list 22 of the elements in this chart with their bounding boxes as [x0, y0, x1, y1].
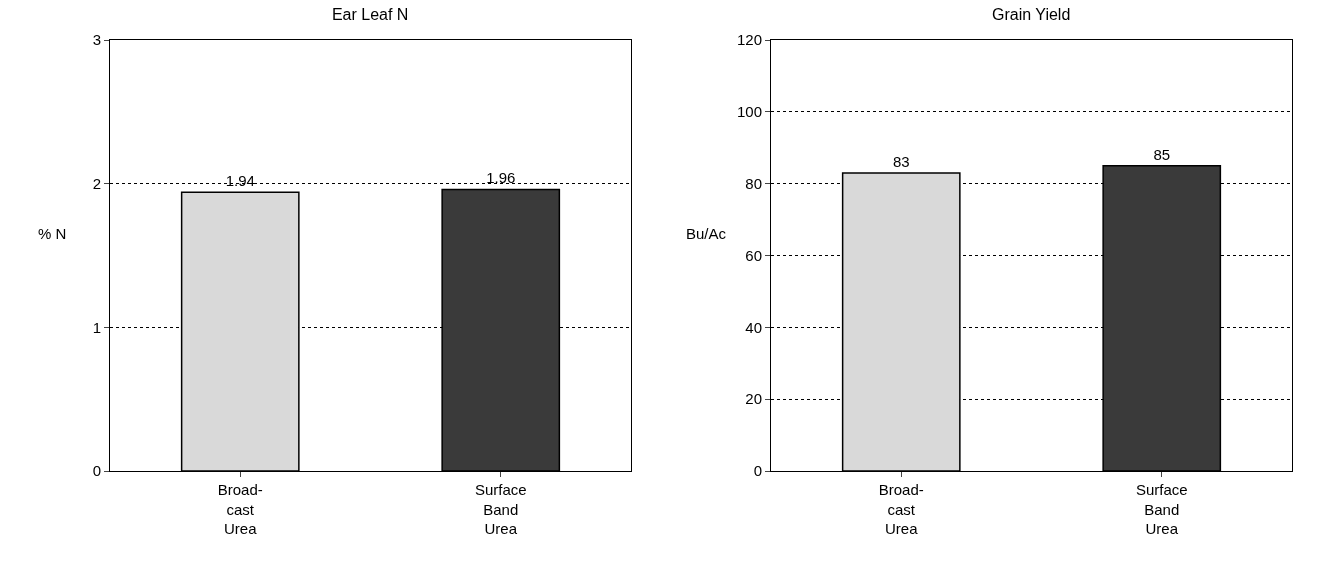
y-tick-label: 2	[92, 174, 101, 192]
x-tick-label: Broad- cast Urea	[878, 481, 924, 537]
y-tick-label: 40	[745, 318, 762, 336]
chart-title: Grain Yield	[992, 5, 1071, 23]
y-tick-label: 0	[92, 462, 101, 480]
chart-title: Ear Leaf N	[331, 5, 409, 23]
y-axis-title: Bu/Ac	[686, 225, 727, 242]
y-axis-title: % N	[38, 225, 67, 242]
y-tick-label: 3	[92, 31, 101, 49]
data-label: 83	[892, 152, 910, 170]
data-label: 85	[1153, 145, 1171, 163]
data-label: 1.96	[486, 169, 516, 187]
y-tick-label: 100	[736, 103, 762, 121]
y-tick-label: 0	[753, 462, 762, 480]
y-tick-label: 80	[745, 174, 762, 192]
x-tick-label: Broad- cast Urea	[217, 481, 263, 537]
x-tick-label: Surface Band Urea	[474, 481, 527, 537]
y-tick-label: 20	[745, 390, 762, 408]
x-tick-label: Surface Band Urea	[1135, 481, 1188, 537]
y-tick-label: 1	[92, 318, 101, 336]
y-tick-label: 60	[745, 246, 762, 264]
y-tick-label: 120	[736, 31, 762, 49]
